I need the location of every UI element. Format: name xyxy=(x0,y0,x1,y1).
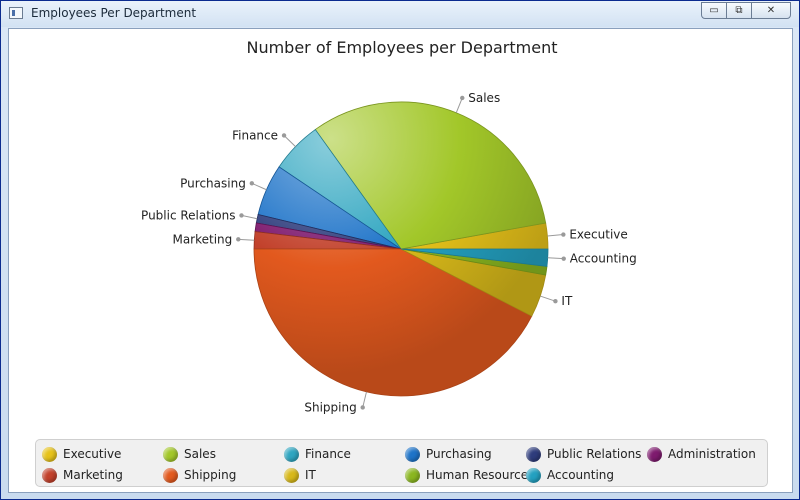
callout-dot-executive xyxy=(561,232,566,237)
callout-dot-it xyxy=(553,299,558,304)
callout-label-purchasing: Purchasing xyxy=(180,176,246,190)
close-button[interactable]: ✕ xyxy=(751,2,791,19)
callout-dot-accounting xyxy=(561,256,566,261)
legend-label: Human Resources xyxy=(426,468,535,482)
callout-line-purchasing xyxy=(251,182,267,191)
maximize-button[interactable]: ⧉ xyxy=(726,2,752,19)
legend-swatch xyxy=(405,446,420,462)
legend-label: Executive xyxy=(63,447,122,461)
callout-line-sales xyxy=(455,97,463,113)
legend-item-it: IT xyxy=(284,466,316,484)
legend-swatch xyxy=(163,446,178,462)
callout-line-executive xyxy=(547,234,564,237)
legend-item-sales: Sales xyxy=(163,445,216,463)
callout-dot-purchasing xyxy=(249,181,255,186)
callout-label-public-relations: Public Relations xyxy=(141,208,235,222)
callout-line-public-relations xyxy=(241,214,258,220)
minimize-button[interactable]: ▭ xyxy=(701,2,727,19)
title-bar[interactable]: Employees Per Department ▭ ⧉ ✕ xyxy=(1,1,799,27)
pie-callouts: Executive Sales Finance Purchasing Public Re… xyxy=(141,91,637,414)
legend-item-administration: Administration xyxy=(647,445,756,463)
legend-swatch xyxy=(284,446,299,462)
chart-panel: Number of Employees per Department Execu… xyxy=(8,28,793,493)
callout-line-accounting xyxy=(547,257,564,260)
legend-label: Finance xyxy=(305,447,351,461)
legend-label: Accounting xyxy=(547,468,615,482)
chart-legend: Executive Sales Finance Purchasing Public Re… xyxy=(35,439,768,487)
callout-dot-public-relations xyxy=(239,213,244,218)
window-controls: ▭ ⧉ ✕ xyxy=(701,2,791,20)
callout-line-it xyxy=(540,295,556,302)
callout-dot-shipping xyxy=(360,405,365,410)
legend-item-public-relations: Public Relations xyxy=(526,445,641,463)
callout-line-finance xyxy=(283,135,296,147)
callout-dot-finance xyxy=(281,133,287,138)
chart-title: Number of Employees per Department xyxy=(246,38,557,57)
legend-item-human-resources: Human Resources xyxy=(405,466,534,484)
callout-label-sales: Sales xyxy=(468,91,500,105)
legend-item-finance: Finance xyxy=(284,445,351,463)
legend-swatch xyxy=(526,446,541,462)
legend-label: Administration xyxy=(668,447,756,461)
legend-item-accounting: Accounting xyxy=(526,466,614,484)
callout-label-marketing: Marketing xyxy=(172,232,232,246)
callout-label-executive: Executive xyxy=(569,228,627,242)
legend-item-shipping: Shipping xyxy=(163,466,236,484)
callout-dot-sales xyxy=(460,95,465,101)
legend-label: Shipping xyxy=(184,468,237,482)
callout-dot-marketing xyxy=(236,237,241,242)
legend-item-marketing: Marketing xyxy=(42,466,123,484)
legend-swatch xyxy=(163,467,178,483)
callout-line-shipping xyxy=(362,391,367,408)
legend-swatch xyxy=(42,446,57,462)
pie-slice-shipping[interactable] xyxy=(253,248,533,397)
callout-label-accounting: Accounting xyxy=(570,252,637,266)
callout-label-finance: Finance xyxy=(232,128,278,142)
legend-swatch xyxy=(284,467,299,483)
legend-item-purchasing: Purchasing xyxy=(405,445,492,463)
legend-swatch xyxy=(526,467,541,483)
legend-item-executive: Executive xyxy=(42,445,121,463)
legend-label: Marketing xyxy=(63,468,123,482)
legend-swatch xyxy=(405,467,420,483)
pie-slices xyxy=(253,101,549,397)
pie-chart: Number of Employees per Department Execu… xyxy=(141,38,637,414)
callout-line-marketing xyxy=(238,238,255,241)
callout-label-it: IT xyxy=(561,294,573,308)
legend-label: Sales xyxy=(184,447,216,461)
legend-label: IT xyxy=(305,468,316,482)
legend-swatch xyxy=(42,467,57,483)
window-title: Employees Per Department xyxy=(31,6,197,20)
legend-label: Public Relations xyxy=(547,447,642,461)
legend-swatch xyxy=(647,446,662,462)
callout-label-shipping: Shipping xyxy=(304,400,356,414)
window-icon xyxy=(9,7,23,19)
legend-label: Purchasing xyxy=(426,447,492,461)
